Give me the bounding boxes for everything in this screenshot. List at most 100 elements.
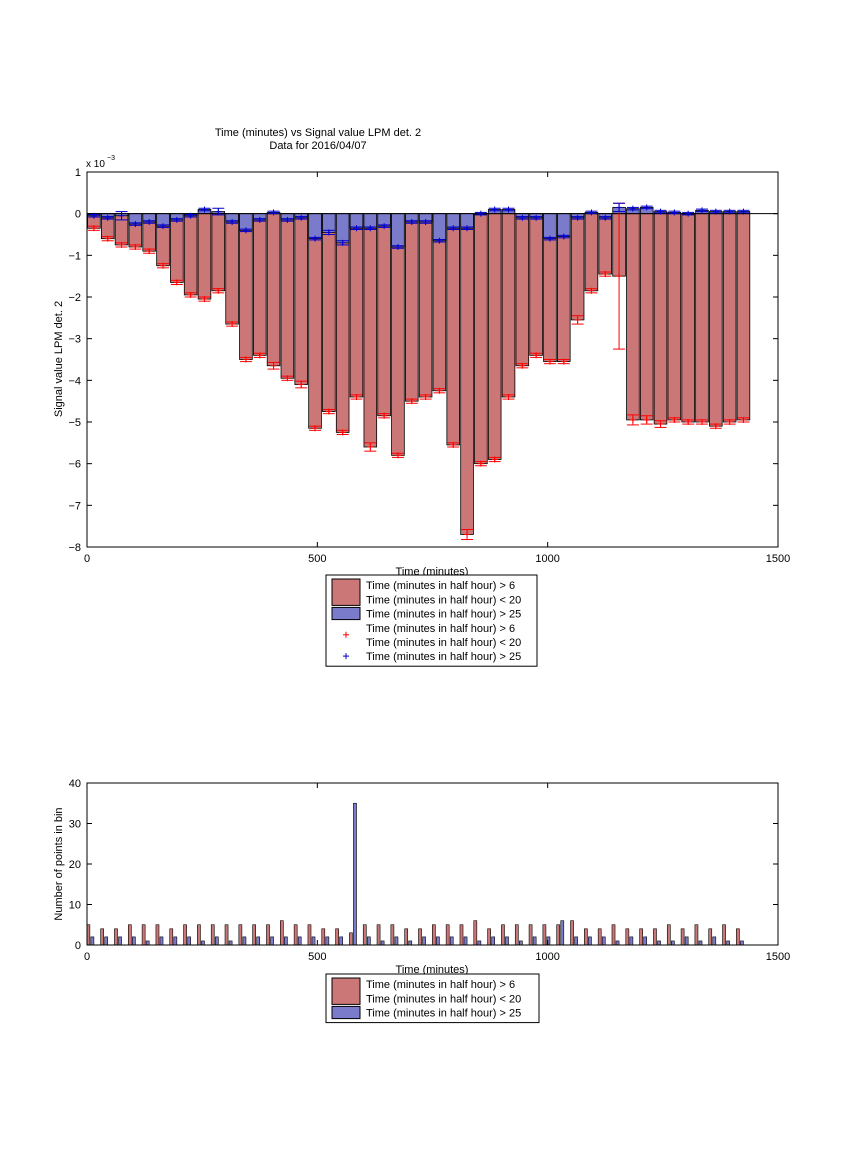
count-bar-red bbox=[127, 924, 132, 946]
signal-chart-ytick-label: −2 bbox=[68, 292, 81, 304]
count-chart-xtick-label: 1000 bbox=[535, 951, 559, 963]
signal-chart-exponent-power: −3 bbox=[107, 155, 115, 162]
count-chart-legend-label: Time (minutes in half hour) > 6 bbox=[366, 979, 515, 991]
signal-bar-red bbox=[349, 213, 364, 398]
count-bar-red bbox=[210, 924, 215, 946]
signal-chart-subtitle: Data for 2016/04/07 bbox=[269, 140, 366, 152]
count-bar-blue bbox=[256, 936, 261, 946]
signal-bar-red bbox=[639, 213, 654, 421]
count-bar-red bbox=[666, 924, 671, 946]
signal-chart-legend: Time (minutes in half hour) > 6 Time (min… bbox=[325, 574, 538, 667]
count-bar-blue bbox=[615, 940, 620, 946]
signal-bar-red bbox=[681, 213, 695, 423]
count-bar-red bbox=[722, 924, 726, 946]
count-bar-red bbox=[349, 932, 353, 946]
count-bar-blue bbox=[159, 936, 164, 946]
count-bar-red bbox=[321, 928, 326, 946]
count-bar-red bbox=[514, 924, 519, 946]
count-bar-blue bbox=[214, 936, 219, 946]
signal-bar-red bbox=[335, 213, 350, 433]
count-bar-red bbox=[708, 928, 713, 946]
signal-chart-bars bbox=[87, 207, 778, 535]
count-chart-xtick-label: 500 bbox=[308, 951, 326, 963]
signal-bar-red bbox=[225, 213, 239, 325]
count-chart-bars bbox=[86, 802, 744, 946]
signal-bar-red bbox=[736, 213, 751, 421]
signal-bar-red bbox=[170, 213, 184, 283]
signal-chart-legend-label: Time (minutes in half hour) > 6 bbox=[366, 580, 515, 592]
signal-bar-red bbox=[487, 213, 502, 460]
signal-bar-red bbox=[252, 213, 267, 356]
count-bar-red bbox=[362, 924, 367, 946]
signal-chart-ytick-label: 0 bbox=[75, 209, 81, 221]
signal-bar-red bbox=[183, 213, 198, 296]
count-bar-red bbox=[597, 928, 602, 946]
count-bar-blue bbox=[518, 940, 523, 946]
signal-bar-red bbox=[308, 213, 322, 429]
signal-bar-red bbox=[598, 213, 613, 275]
count-chart-axes: 0 500 1000 1500 0 10 20 30 40 bbox=[69, 778, 790, 963]
signal-bar-red bbox=[584, 213, 599, 292]
signal-chart: Time (minutes) vs Signal value LPM det. … bbox=[53, 127, 790, 667]
count-chart-legend-label: Time (minutes in half hour) < 20 bbox=[366, 993, 521, 1005]
count-bar-red bbox=[155, 924, 160, 946]
signal-bar-red bbox=[722, 213, 737, 423]
signal-chart-legend-label: Time (minutes in half hour) > 25 bbox=[366, 609, 521, 621]
count-bar-blue bbox=[560, 920, 565, 946]
count-bar-red bbox=[335, 928, 339, 946]
signal-bar-red bbox=[474, 213, 488, 465]
count-bar-blue bbox=[201, 940, 205, 946]
count-bar-red bbox=[141, 924, 146, 946]
signal-bar-red bbox=[653, 213, 668, 425]
count-bar-blue bbox=[491, 936, 495, 946]
signal-bar-red bbox=[695, 213, 709, 423]
signal-chart-ytick-label: 1 bbox=[75, 167, 81, 179]
count-bar-red bbox=[293, 924, 298, 946]
count-chart-ytick-label: 40 bbox=[69, 778, 81, 790]
count-bar-red bbox=[584, 928, 588, 946]
count-bar-blue bbox=[270, 936, 274, 946]
count-bar-blue bbox=[657, 940, 661, 946]
count-bar-red bbox=[376, 924, 381, 946]
count-bar-red bbox=[114, 928, 118, 946]
signal-chart-ylabel: Signal value LPM det. 2 bbox=[53, 301, 65, 417]
signal-bar-red bbox=[363, 213, 378, 448]
signal-bar-red bbox=[529, 213, 543, 356]
count-bar-blue bbox=[187, 936, 191, 946]
signal-chart-legend-swatch bbox=[331, 606, 361, 621]
count-bar-blue bbox=[588, 936, 592, 946]
count-bar-red bbox=[459, 924, 464, 946]
count-bar-blue bbox=[422, 936, 426, 946]
count-bar-blue bbox=[394, 936, 399, 946]
signal-bar-red bbox=[377, 213, 391, 417]
count-bar-red bbox=[487, 928, 491, 946]
count-chart-legend: Time (minutes in half hour) > 6 Time (min… bbox=[325, 973, 540, 1024]
count-chart-ytick-label: 10 bbox=[69, 900, 81, 912]
signal-chart-ytick-label: −5 bbox=[68, 417, 81, 429]
signal-chart-exponent: x 10 −3 bbox=[86, 155, 115, 170]
signal-chart-ytick-label: −4 bbox=[68, 375, 81, 387]
signal-bar-blue bbox=[335, 213, 350, 244]
count-bar-red bbox=[736, 928, 740, 946]
signal-bar-red bbox=[239, 213, 253, 360]
count-bar-red bbox=[183, 924, 187, 946]
count-bar-red bbox=[169, 928, 174, 946]
signal-chart-title: Time (minutes) vs Signal value LPM det. … bbox=[215, 127, 421, 139]
signal-chart-xtick-label: 1500 bbox=[766, 553, 790, 565]
count-chart-ytick-label: 20 bbox=[69, 859, 81, 871]
signal-chart-legend-label: Time (minutes in half hour) < 20 bbox=[366, 637, 521, 649]
count-bar-blue bbox=[449, 936, 454, 946]
count-bar-blue bbox=[311, 936, 316, 946]
signal-bar-red bbox=[446, 213, 460, 446]
count-bar-red bbox=[445, 924, 450, 946]
count-bar-red bbox=[473, 920, 478, 946]
count-bar-blue bbox=[629, 936, 634, 946]
signal-chart-exponent-base: x 10 bbox=[86, 159, 105, 170]
count-bar-blue bbox=[242, 936, 247, 946]
count-chart-legend-swatch bbox=[331, 977, 361, 1005]
count-bar-blue bbox=[353, 802, 357, 946]
count-bar-blue bbox=[684, 936, 689, 946]
count-bar-blue bbox=[740, 940, 744, 946]
signal-bar-red bbox=[501, 213, 516, 398]
